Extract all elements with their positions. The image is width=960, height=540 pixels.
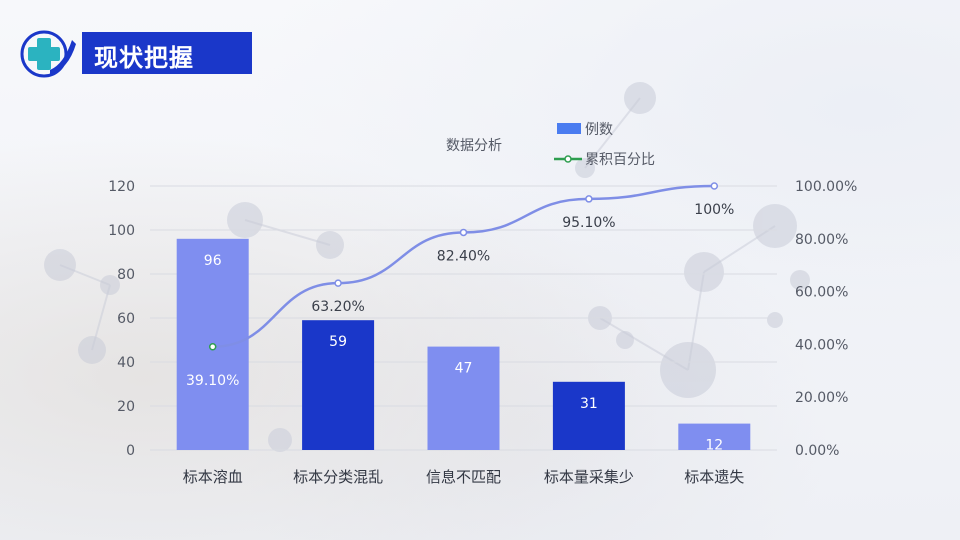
y2-tick-label: 80.00% (795, 232, 848, 248)
bar (552, 381, 625, 450)
page-header: 现状把握 (20, 30, 252, 78)
bar (427, 346, 500, 450)
line-value-label: 95.10% (562, 215, 615, 231)
x-category-label: 标本量采集少 (544, 468, 634, 486)
page-title: 现状把握 (94, 44, 194, 72)
line-value-label: 82.40% (437, 248, 490, 264)
medical-cross-icon (20, 30, 76, 78)
y-tick-label: 80 (117, 267, 135, 283)
y-tick-label: 120 (108, 179, 135, 195)
bar-value-label: 96 (204, 253, 222, 269)
y2-tick-label: 60.00% (795, 285, 848, 301)
y2-tick-label: 40.00% (795, 337, 848, 353)
legend-label-bar: 例数 (585, 122, 613, 138)
bar (302, 320, 375, 450)
bar (678, 423, 751, 450)
cumulative-line (212, 184, 715, 349)
title-banner: 现状把握 (82, 32, 252, 74)
line-point (208, 343, 217, 351)
y-tick-label: 60 (117, 311, 135, 327)
y-tick-label: 100 (108, 223, 135, 239)
line-point (459, 228, 468, 237)
y-tick-label: 20 (117, 399, 135, 415)
bar-value-label: 47 (455, 361, 473, 377)
x-category-label: 标本溶血 (183, 468, 243, 486)
legend-label-line: 累积百分比 (585, 152, 655, 168)
y2-tick-label: 0.00% (795, 443, 839, 459)
line-point (710, 182, 719, 190)
y2-tick-label: 20.00% (795, 390, 848, 406)
line-value-label: 100% (694, 202, 734, 218)
bar-value-label: 59 (329, 334, 347, 350)
legend-swatch-bar (557, 123, 581, 134)
line-point (585, 195, 593, 203)
chart-title: 数据分析 (446, 138, 502, 154)
line-value-label: 39.10% (186, 373, 239, 389)
bar-value-label: 12 (705, 438, 723, 454)
x-category-label: 标本遗失 (684, 468, 744, 486)
line-value-label: 63.20% (311, 299, 364, 315)
legend-swatch-marker (564, 155, 572, 163)
y2-tick-label: 100.00% (795, 179, 857, 195)
x-category-label: 标本分类混乱 (293, 468, 383, 486)
line-point (334, 279, 342, 287)
y-tick-label: 0 (126, 443, 135, 459)
y-tick-label: 40 (117, 355, 135, 371)
bar-value-label: 31 (580, 396, 598, 412)
x-category-label: 信息不匹配 (426, 468, 501, 486)
